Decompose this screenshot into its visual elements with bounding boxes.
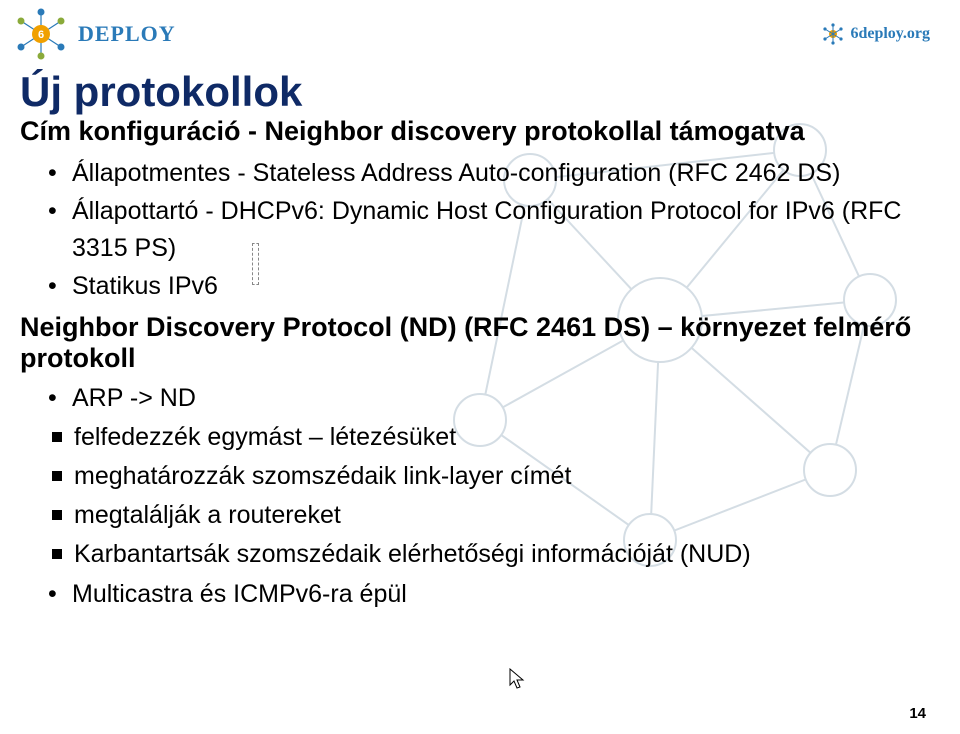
slide-title: Új protokollok — [20, 70, 930, 114]
selection-indicator — [252, 243, 259, 285]
page-number: 14 — [909, 705, 926, 722]
logo-text: DEPLOY — [78, 21, 176, 47]
logo-small-star-icon — [822, 23, 844, 45]
list-item: Állapottartó - DHCPv6: Dynamic Host Conf… — [48, 193, 930, 266]
list-item: megtalálják a routereket — [52, 498, 930, 533]
header-link-text: 6deploy.org — [850, 25, 930, 43]
section2-sublist: felfedezzék egymást – létezésüket meghat… — [52, 420, 930, 572]
slide-content: Új protokollok Cím konfiguráció - Neighb… — [18, 66, 930, 617]
section2-heading: Neighbor Discovery Protocol (ND) (RFC 24… — [20, 312, 930, 374]
section1-list: Állapotmentes - Stateless Address Auto-c… — [48, 155, 930, 304]
section2-list-after: Multicastra és ICMPv6-ra épül — [48, 576, 930, 612]
header-link: 6deploy.org — [822, 23, 930, 45]
list-item: meghatározzák szomszédaik link-layer cím… — [52, 459, 930, 494]
logo-6deploy: 6 DEPLOY — [12, 8, 176, 60]
list-item: ARP -> ND — [48, 380, 930, 416]
section2-list: ARP -> ND — [48, 380, 930, 416]
logo-star-icon: 6 — [12, 8, 70, 60]
list-item: Karbantartsák szomszédaik elérhetőségi i… — [52, 537, 930, 572]
list-item: Statikus IPv6 — [48, 268, 930, 304]
section1-heading: Cím konfiguráció - Neighbor discovery pr… — [20, 116, 930, 147]
list-item: Multicastra és ICMPv6-ra épül — [48, 576, 930, 612]
list-item: felfedezzék egymást – létezésüket — [52, 420, 930, 455]
slide-header: 6 DEPLOY 6deploy.org — [0, 0, 960, 62]
cursor-icon — [509, 668, 525, 696]
list-item: Állapotmentes - Stateless Address Auto-c… — [48, 155, 930, 191]
svg-text:6: 6 — [38, 29, 44, 41]
